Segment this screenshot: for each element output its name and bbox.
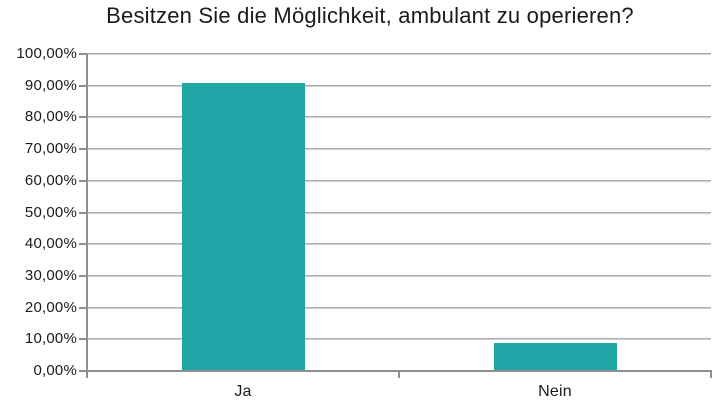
y-axis-tick [79,306,87,309]
y-tick-label: 80,00% [24,108,77,126]
y-tick-label: 10,00% [24,330,77,348]
chart-title: Besitzen Sie die Möglichkeit, ambulant z… [106,3,634,28]
gridline [87,338,711,341]
bar-ja [181,82,305,371]
bar-nein [493,343,617,371]
x-axis-tick [398,371,400,378]
gridline [87,179,711,182]
y-axis-line [86,54,88,371]
y-axis-tick [79,274,87,277]
y-axis-tick [79,84,87,87]
x-category-label: Ja [234,383,252,400]
gridline [87,148,711,151]
y-tick-label: 100,00% [16,45,77,62]
y-tick-label: 20,00% [24,298,77,316]
y-axis-tick [79,243,87,246]
y-axis-tick [79,179,87,182]
y-axis-tick [79,338,87,341]
x-axis-tick [86,371,88,378]
y-axis-tick [79,211,87,214]
gridline [87,306,711,309]
gridline [87,84,711,87]
gridline [87,274,711,277]
y-tick-label: 50,00% [24,203,77,221]
gridline [87,53,711,55]
y-tick-label: 90,00% [24,76,77,94]
y-tick-label: 0,00% [33,362,77,379]
y-axis-tick [79,370,87,372]
y-tick-label: 30,00% [24,266,77,284]
y-axis-tick [79,53,87,55]
gridline [87,243,711,246]
x-category-label: Nein [538,383,572,400]
gridline [87,116,711,119]
y-axis-tick [79,116,87,119]
gridline [87,211,711,214]
x-axis-tick [710,371,712,378]
y-tick-label: 40,00% [24,235,77,253]
y-tick-label: 70,00% [24,140,77,158]
y-axis-tick [79,148,87,151]
y-tick-label: 60,00% [24,171,77,189]
